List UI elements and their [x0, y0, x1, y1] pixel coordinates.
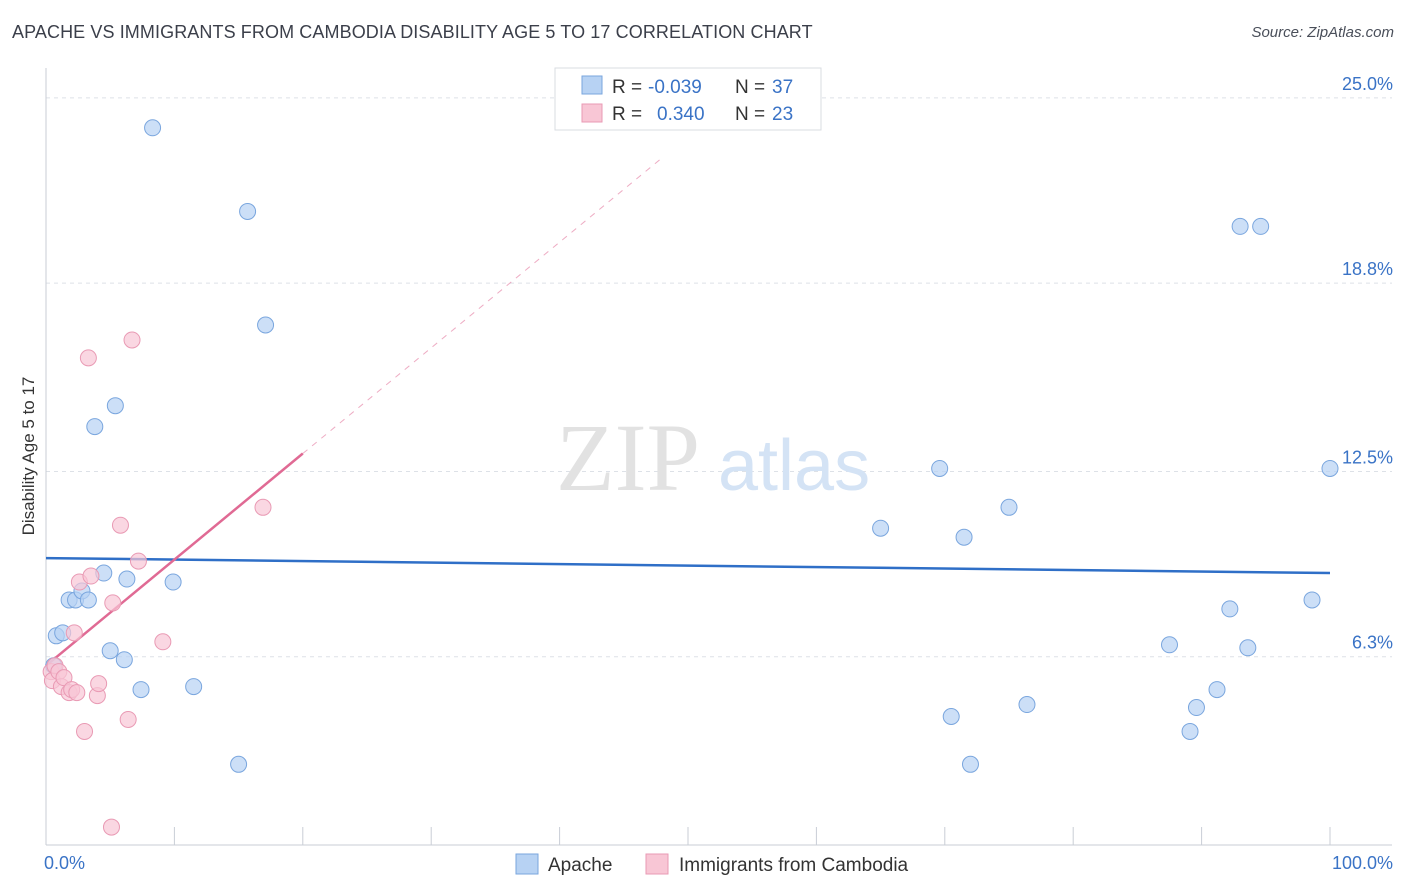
cambodia-point-16: [104, 594, 122, 612]
legend-apache-label: Apache: [548, 855, 612, 876]
cambodia-point-18: [111, 516, 129, 534]
apache-point-29: [1187, 699, 1205, 717]
apache-point-16: [185, 678, 203, 696]
chart-title: APACHE VS IMMIGRANTS FROM CAMBODIA DISAB…: [12, 22, 813, 42]
apache-point-31: [1221, 600, 1239, 618]
apache-point-28: [1181, 722, 1199, 740]
cambodia-n-value: 23: [772, 104, 793, 125]
watermark-atlas: atlas: [718, 426, 870, 506]
cambodia-swatch: [581, 103, 603, 123]
trendline-apache: [45, 556, 1331, 575]
axes: [45, 68, 1392, 846]
apache-point-26: [1018, 696, 1036, 714]
cambodia-r-value: 0.340: [657, 104, 705, 125]
cambodia-point-19: [119, 710, 137, 728]
cambodia-point-20: [123, 331, 141, 349]
stats-legend: R = -0.039 N = 37 R = 0.340 N = 23: [554, 67, 822, 131]
apache-n-label: N =: [735, 77, 765, 98]
trendline-cambodia-dashed: [302, 157, 663, 454]
x-tick-label-1: 100.0%: [1332, 853, 1393, 873]
cambodia-point-5: [55, 669, 73, 687]
apache-point-17: [230, 755, 248, 773]
data-points: [42, 119, 1339, 836]
cambodia-point-17: [102, 818, 120, 836]
apache-point-27: [1161, 636, 1178, 654]
watermark-zip: ZIP: [556, 404, 700, 511]
apache-point-35: [1303, 591, 1321, 609]
apache-point-11: [115, 651, 133, 669]
legend-apache-swatch: [515, 853, 539, 875]
cambodia-point-15: [90, 675, 108, 693]
x-tick-label-0: 0.0%: [44, 853, 85, 873]
y-tick-label-3: 25.0%: [1342, 74, 1393, 94]
apache-point-19: [257, 316, 275, 334]
apache-point-22: [942, 707, 960, 725]
apache-point-6: [79, 591, 97, 609]
apache-point-18: [239, 202, 257, 220]
apache-point-8: [101, 642, 119, 660]
apache-point-15: [164, 573, 182, 591]
apache-point-14: [144, 119, 162, 137]
y-tick-labels: 6.3% 12.5% 18.8% 25.0%: [1342, 74, 1393, 653]
cambodia-point-11: [76, 722, 94, 740]
cambodia-point-21: [129, 552, 147, 570]
apache-point-23: [955, 528, 973, 546]
cambodia-point-9: [68, 684, 86, 702]
cambodia-r-label: R =: [612, 104, 642, 125]
series-legend: Apache Immigrants from Cambodia: [515, 853, 909, 876]
apache-point-10: [86, 418, 104, 436]
gridlines: [46, 97, 1392, 658]
y-axis-label: Disability Age 5 to 17: [19, 377, 38, 536]
y-tick-label-2: 18.8%: [1342, 259, 1393, 279]
apache-point-12: [118, 570, 136, 588]
watermark: ZIP atlas: [556, 404, 870, 511]
cambodia-n-label: N =: [735, 104, 765, 125]
apache-point-13: [132, 681, 150, 699]
trendlines: [45, 157, 1331, 667]
apache-point-9: [106, 397, 124, 415]
apache-point-30: [1208, 681, 1226, 699]
apache-n-value: 37: [772, 77, 793, 98]
apache-point-34: [1252, 217, 1270, 235]
apache-point-20: [872, 519, 890, 537]
apache-point-21: [931, 459, 949, 477]
cambodia-point-12: [79, 349, 97, 367]
source-label: Source: ZipAtlas.com: [1251, 24, 1394, 41]
apache-point-36: [1321, 459, 1339, 477]
y-tick-label-0: 6.3%: [1352, 633, 1393, 653]
cambodia-point-13: [82, 567, 100, 585]
apache-point-32: [1231, 217, 1249, 235]
apache-r-value: -0.039: [648, 77, 702, 98]
apache-point-33: [1239, 639, 1257, 657]
apache-swatch: [581, 75, 603, 95]
y-tick-label-1: 12.5%: [1342, 447, 1393, 467]
cambodia-point-22: [154, 633, 172, 651]
legend-cambodia-swatch: [645, 853, 669, 875]
apache-point-24: [961, 755, 979, 773]
trendline-cambodia: [45, 452, 304, 667]
cambodia-point-23: [254, 498, 272, 516]
apache-point-25: [1000, 498, 1018, 516]
cambodia-point-8: [65, 624, 83, 642]
x-tick-labels: 0.0% 100.0%: [44, 853, 1393, 873]
apache-r-label: R =: [612, 77, 642, 98]
legend-cambodia-label: Immigrants from Cambodia: [679, 855, 909, 876]
